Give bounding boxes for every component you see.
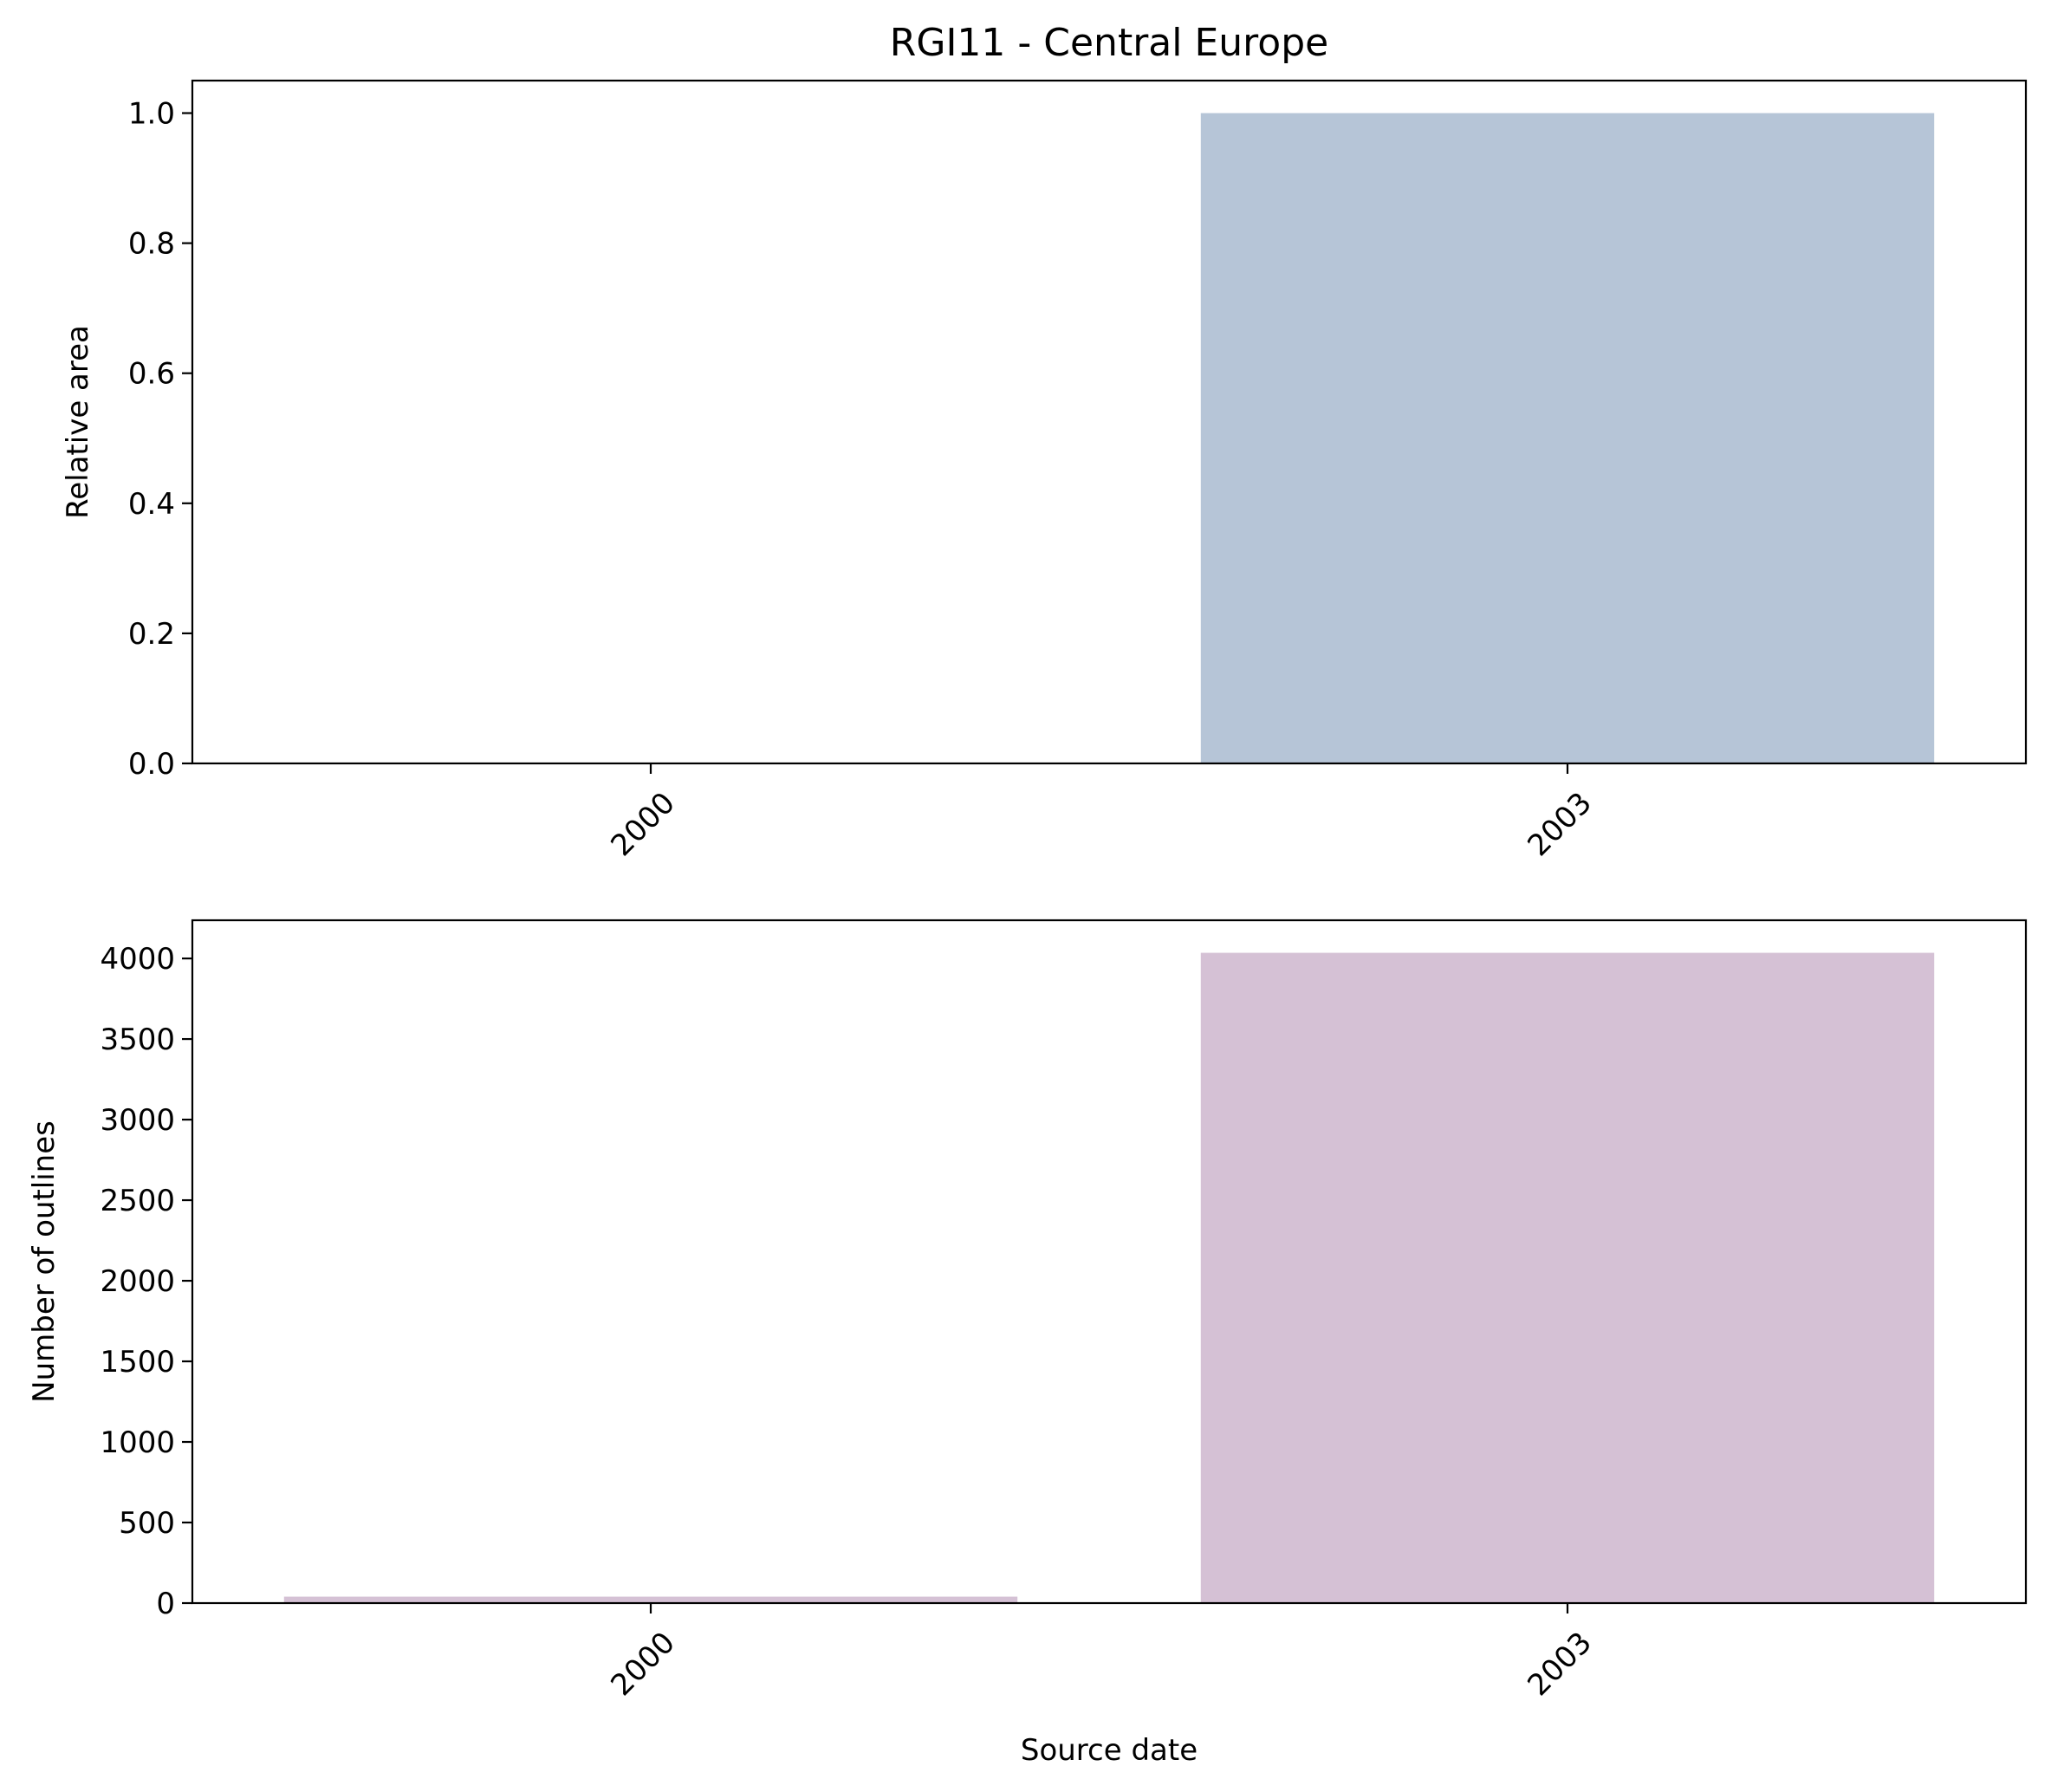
relative-area-panel: Relative area 0.00.20.40.60.81.0 2000 200… [61, 79, 2028, 863]
outline-count-panel: Number of outlines 0 500 1000 1500 2000 2500 3… [27, 919, 2028, 1768]
plot-frame [191, 79, 2028, 765]
y-tick-label: 1.0 [128, 97, 175, 132]
y-tick-label: 2000 [100, 1264, 175, 1299]
x-axis-label: Source date [1021, 1733, 1197, 1768]
y-tick-label: 2500 [100, 1184, 175, 1218]
y-tick-label: 3500 [100, 1023, 175, 1057]
y-ticks: 0.0 0.2 0.4 0.6 0.8 1.0 [128, 97, 192, 782]
y-tick-label: 0.4 [128, 487, 175, 522]
y-axis-label: Number of outlines [27, 1120, 62, 1403]
y-axis-label: Relative area [61, 325, 95, 519]
y-tick-label: 1000 [100, 1425, 175, 1460]
y-tick-label: 0.8 [128, 227, 175, 262]
plot-frame [191, 919, 2028, 1605]
bar-2003 [1200, 113, 1935, 763]
chart-title: RGI11 - Central Europe [890, 21, 1328, 65]
x-tick-label: 2003 [1521, 1626, 1598, 1703]
bars [1200, 113, 1935, 763]
y-tick-label: 0.0 [128, 747, 175, 782]
y-tick-label: 500 [119, 1506, 175, 1541]
y-tick-label: 3000 [100, 1103, 175, 1138]
y-ticks: 0 500 1000 1500 2000 2500 3000 3500 4000 [100, 942, 192, 1621]
x-ticks: 2000 2003 [604, 763, 1599, 863]
bar-2000 [283, 1596, 1018, 1603]
y-tick-label: 1500 [100, 1345, 175, 1380]
y-tick-label: 0.2 [128, 617, 175, 652]
x-tick-label: 2003 [1521, 786, 1598, 863]
bar-2003 [1200, 952, 1935, 1603]
bars [283, 952, 1935, 1603]
y-tick-label: 0.6 [128, 357, 175, 392]
y-tick-label: 0 [156, 1587, 175, 1621]
x-ticks: 2000 2003 [604, 1603, 1599, 1703]
x-tick-label: 2000 [604, 1626, 681, 1703]
y-tick-label: 4000 [100, 942, 175, 977]
x-tick-label: 2000 [604, 786, 681, 863]
